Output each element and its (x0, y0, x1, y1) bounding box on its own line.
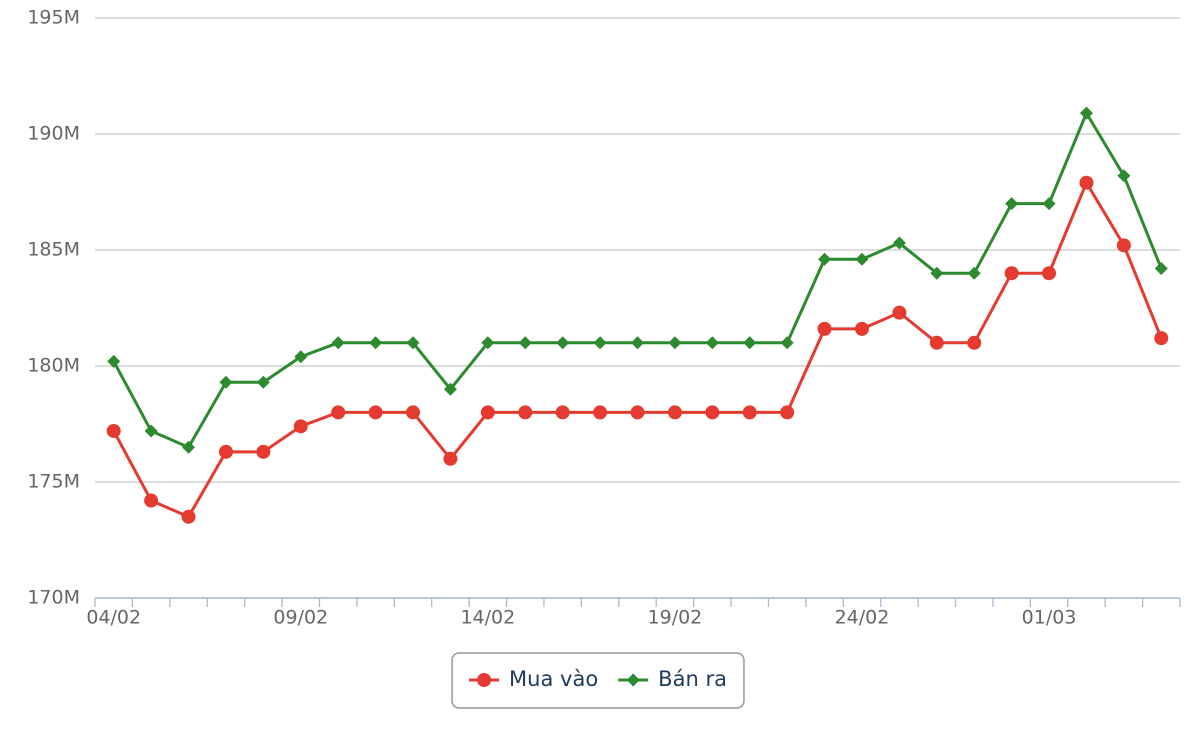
marker (967, 335, 982, 350)
marker (293, 419, 308, 434)
marker (593, 405, 608, 420)
marker (892, 305, 907, 320)
marker (1005, 197, 1019, 211)
x-tick-label: 04/02 (86, 607, 141, 629)
marker (480, 405, 495, 420)
y-tick-label: 170M (27, 587, 80, 609)
legend-marker (626, 673, 640, 687)
marker (1079, 175, 1094, 190)
marker (855, 252, 869, 266)
series-line (112, 111, 1163, 449)
marker (182, 440, 196, 454)
marker (294, 350, 308, 364)
marker (144, 493, 159, 508)
y-tick-label: 175M (27, 471, 80, 493)
marker (1004, 266, 1019, 281)
legend-label: Mua vào (509, 667, 598, 691)
marker (1117, 169, 1131, 183)
marker (481, 336, 495, 350)
marker (1079, 106, 1093, 120)
marker (369, 336, 383, 350)
marker (631, 336, 644, 350)
marker (818, 252, 832, 266)
marker (630, 405, 645, 420)
marker (106, 423, 121, 438)
marker (518, 336, 532, 350)
marker (705, 405, 720, 420)
legend-box (451, 652, 745, 709)
marker (967, 266, 981, 280)
marker (593, 336, 607, 350)
marker (743, 336, 757, 350)
marker (892, 236, 906, 250)
marker (667, 405, 682, 420)
marker (780, 405, 795, 420)
marker (1154, 331, 1169, 346)
x-tick-label: 19/02 (648, 607, 703, 629)
y-tick-label: 190M (27, 123, 80, 145)
marker (555, 405, 570, 420)
marker (107, 354, 121, 368)
marker (929, 335, 944, 350)
marker (556, 336, 570, 350)
marker (219, 375, 233, 389)
y-tick-label: 195M (27, 7, 80, 29)
x-tick-label: 01/03 (1022, 607, 1077, 629)
marker (331, 336, 345, 350)
series-line (112, 181, 1163, 519)
marker (144, 424, 158, 438)
marker (780, 336, 794, 350)
marker (331, 405, 346, 420)
marker (181, 509, 196, 524)
marker (443, 382, 457, 396)
marker (518, 405, 533, 420)
marker (1042, 197, 1056, 211)
legend-label: Bán ra (658, 667, 727, 691)
marker (1042, 266, 1057, 281)
x-tick-label: 09/02 (273, 607, 328, 629)
legend: Mua vào Bán ra (451, 652, 745, 709)
marker (817, 321, 832, 336)
marker (443, 451, 458, 466)
marker (218, 444, 233, 459)
marker (256, 375, 270, 389)
marker (668, 336, 682, 350)
marker (256, 444, 271, 459)
marker (1116, 238, 1131, 253)
marker (1154, 262, 1168, 276)
y-tick-label: 180M (27, 355, 80, 377)
x-tick-label: 14/02 (460, 607, 515, 629)
marker (854, 321, 869, 336)
marker (705, 336, 719, 350)
marker (930, 266, 944, 280)
legend-marker (477, 673, 492, 687)
marker (406, 336, 420, 350)
marker (368, 405, 383, 420)
y-tick-label: 185M (27, 239, 80, 261)
x-tick-label: 24/02 (835, 607, 890, 629)
marker (742, 405, 757, 420)
marker (406, 405, 421, 420)
